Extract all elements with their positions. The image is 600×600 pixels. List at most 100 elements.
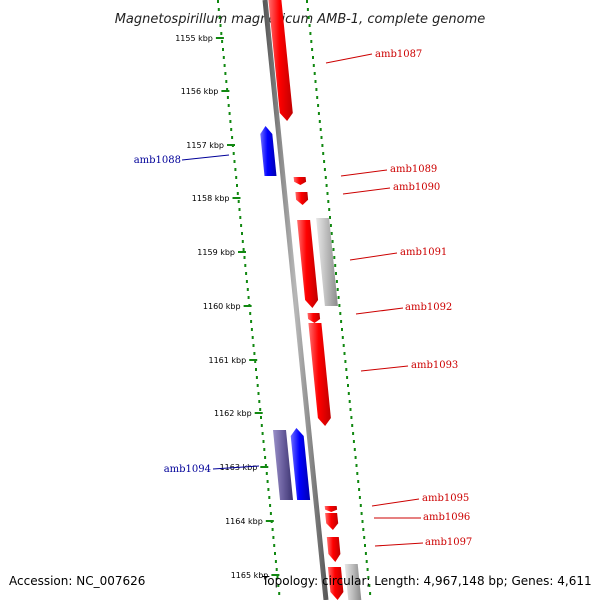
tick-dot — [230, 128, 233, 131]
gene-label: amb1093 — [411, 360, 458, 371]
tick-dot — [217, 8, 220, 11]
tick-dot — [255, 376, 258, 379]
tick-dot — [319, 128, 322, 131]
tick-dot — [235, 176, 238, 179]
tick-dot — [241, 232, 243, 235]
gene-label-leader — [325, 53, 373, 64]
tick-dot — [250, 320, 253, 323]
gene-amb1088 — [260, 126, 277, 176]
tick-dot — [320, 136, 323, 139]
gene-label-leader — [340, 169, 388, 177]
tick-dot — [249, 312, 252, 315]
tick-dot — [368, 584, 371, 587]
tick-dot — [247, 296, 250, 299]
tick-dot — [224, 72, 227, 75]
kbp-tick-label: 1162 kbp — [214, 409, 252, 418]
tick-dot — [323, 168, 326, 171]
tick-dot — [353, 448, 356, 451]
tick-dot — [245, 280, 248, 283]
tick-dot — [252, 344, 255, 347]
tick-dot — [326, 192, 329, 195]
gene-amb1096 — [325, 513, 339, 530]
tick-dot — [335, 280, 338, 283]
tick-dot — [330, 232, 333, 235]
tick-dot — [266, 480, 269, 483]
tick-dot — [318, 120, 321, 123]
kbp-tick-label: 1164 kbp — [225, 517, 263, 526]
gene-label-leader — [355, 307, 404, 315]
gene-amb1091 — [297, 220, 319, 308]
tick-dot — [369, 592, 372, 595]
tick-dot — [268, 496, 271, 499]
tick-dot — [309, 32, 312, 35]
tick-dot — [317, 112, 320, 115]
tick-dot — [243, 256, 246, 259]
tick-dot — [246, 288, 249, 291]
tick-dot — [316, 96, 319, 99]
tick-dot — [349, 408, 352, 411]
tick-dot — [261, 432, 264, 435]
tick-dot — [363, 536, 366, 539]
tick-dot — [263, 448, 266, 451]
tick-dot — [323, 160, 326, 163]
tick-dot — [233, 160, 236, 163]
tick-dot — [310, 40, 313, 43]
gene-label-leader — [212, 465, 260, 470]
tick-dot — [227, 104, 230, 107]
gene-label: amb1094 — [164, 464, 211, 475]
tick-dot — [278, 592, 281, 595]
tick-dot — [321, 144, 324, 147]
tick-dot — [335, 272, 337, 275]
gene-amb1090 — [295, 192, 309, 205]
tick-dot — [239, 216, 242, 219]
tick-dot — [339, 312, 342, 315]
tick-dot — [238, 208, 241, 211]
gene-amb1093 — [308, 323, 331, 426]
tick-dot — [277, 584, 280, 587]
gene-amb1092 — [307, 313, 321, 323]
tick-dot — [250, 328, 253, 331]
gene-label: amb1096 — [423, 512, 470, 523]
gene-label-leader — [349, 252, 398, 261]
tick-dot — [260, 416, 262, 419]
tick-dot — [358, 496, 361, 499]
gene-amb1087 — [268, 0, 293, 121]
tick-dot — [276, 576, 279, 579]
gene-amb1095 — [324, 506, 338, 512]
tick-dot — [347, 384, 349, 387]
tick-dot — [265, 472, 268, 475]
tick-dot — [325, 184, 328, 187]
kbp-tick-label: 1158 kbp — [192, 194, 230, 203]
tick-dot — [256, 384, 259, 387]
gene-next-forward — [327, 567, 344, 600]
tick-dot — [272, 536, 275, 539]
tick-dot — [364, 552, 367, 555]
gene-features — [260, 0, 362, 600]
tick-dot — [306, 0, 308, 3]
tick-dot — [222, 56, 225, 59]
tick-dot — [254, 360, 257, 363]
tick-dot — [352, 440, 355, 443]
tick-dot — [259, 408, 262, 411]
gene-label: amb1091 — [400, 247, 447, 258]
gene-label: amb1089 — [390, 164, 437, 175]
tick-dot — [237, 200, 240, 203]
tick-dot — [332, 248, 335, 251]
tick-dot — [347, 392, 350, 395]
tick-dot — [364, 544, 366, 547]
tick-dot — [338, 304, 341, 307]
tick-dot — [327, 200, 330, 203]
tick-dot — [241, 240, 244, 243]
tick-dot — [226, 88, 229, 91]
tick-dot — [340, 320, 343, 323]
genome-backbone — [262, 0, 329, 600]
feature-amb1091 — [316, 218, 338, 306]
tick-dot — [350, 416, 353, 419]
gene-label-leader — [374, 542, 424, 547]
tick-dot — [346, 376, 349, 379]
kbp-tick-label: 1157 kbp — [186, 141, 224, 150]
gene-label: amb1088 — [134, 155, 181, 166]
tick-dot — [223, 64, 226, 67]
tick-dot — [244, 264, 247, 267]
